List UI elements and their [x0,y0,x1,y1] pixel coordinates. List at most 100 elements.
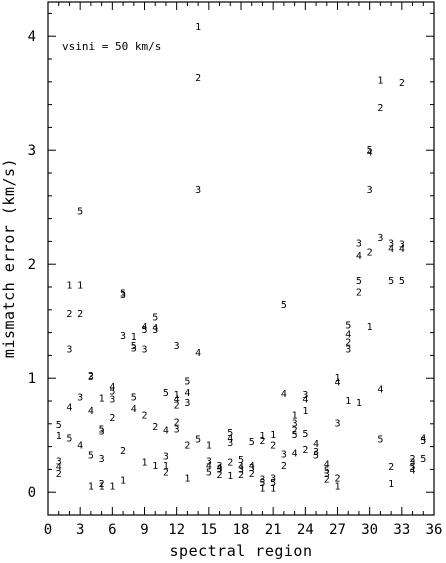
data-point-128: 1 [334,481,340,492]
data-point-143: 1 [367,322,373,333]
data-point-118: 3 [313,447,319,458]
data-point-92: 5 [249,437,255,448]
data-point-133: 1 [345,396,351,407]
data-point-141: 3 [367,185,373,196]
data-point-26: 4 [109,382,115,393]
x-tick-label: 18 [233,522,250,538]
data-point-24: 2 [99,479,105,490]
data-point-81: 4 [227,433,233,444]
data-point-27: 5 [109,387,115,398]
data-point-70: 4 [195,348,201,359]
data-point-72: 1 [206,440,212,451]
x-axis-title: spectral region [170,542,313,560]
data-point-43: 3 [141,345,147,356]
data-point-86: 4 [238,462,244,473]
x-tick-label: 12 [168,522,185,538]
x-tick-label: 36 [426,522,443,538]
data-point-25: 1 [99,481,105,492]
data-point-112: 3 [302,390,308,401]
data-point-33: 3 [120,331,126,342]
data-point-10: 5 [77,207,83,218]
data-point-19: 1 [88,481,94,492]
data-point-68: 2 [195,73,201,84]
data-point-157: 5 [399,276,405,287]
data-point-34: 2 [120,446,126,457]
data-point-99: 2 [270,440,276,451]
data-point-31: 5 [120,289,126,300]
x-tick-label: 6 [108,522,116,538]
data-point-158: 2 [410,454,416,465]
y-axis-title: mismatch error (km/s) [0,158,18,358]
data-point-23: 3 [99,454,105,465]
data-point-90: 3 [249,463,255,474]
data-point-114: 1 [302,406,308,417]
data-point-119: 5 [313,451,319,462]
data-point-102: 1 [270,484,276,495]
data-point-65: 2 [184,440,190,451]
data-point-7: 3 [66,345,72,356]
data-point-77: 4 [217,463,223,474]
data-point-2: 3 [56,456,62,467]
data-point-110: 5 [292,430,298,441]
x-tick-label: 21 [265,522,282,538]
data-point-0: 5 [56,420,62,431]
data-point-28: 3 [109,395,115,406]
data-point-127: 2 [334,473,340,484]
data-point-21: 5 [99,424,105,435]
data-point-48: 3 [152,325,158,336]
data-point-38: 3 [131,343,137,354]
y-tick-label: 4 [28,29,36,45]
x-tick-label: 30 [361,522,378,538]
data-point-130: 4 [345,330,351,341]
data-point-3: 4 [56,462,62,473]
data-point-120: 4 [324,460,330,471]
x-tick-label: 9 [140,522,148,538]
data-point-161: 4 [410,465,416,476]
data-point-95: 3 [259,475,265,486]
data-point-89: 4 [249,461,255,472]
data-point-30: 1 [109,481,115,492]
data-point-117: 4 [313,439,319,450]
data-point-62: 5 [184,376,190,387]
data-point-82: 3 [227,438,233,449]
y-tick-label: 3 [28,143,36,159]
data-point-115: 5 [302,429,308,440]
data-point-121: 5 [324,465,330,476]
data-point-39: 5 [131,392,137,403]
data-point-69: 3 [195,185,201,196]
data-point-52: 4 [163,426,169,437]
data-point-74: 4 [206,461,212,472]
data-point-50: 1 [152,461,158,472]
data-point-42: 5 [141,325,147,336]
data-point-155: 3 [399,240,405,251]
data-point-22: 3 [99,427,105,438]
data-point-71: 5 [195,435,201,446]
data-point-145: 2 [377,103,383,114]
data-point-146: 3 [377,233,383,244]
data-point-80: 5 [227,428,233,439]
data-point-75: 5 [206,468,212,479]
data-point-15: 2 [88,371,94,382]
data-point-9: 5 [66,433,72,444]
data-point-122: 3 [324,469,330,480]
data-point-88: 2 [238,470,244,481]
data-point-59: 2 [174,400,180,411]
data-point-76: 3 [217,461,223,472]
data-point-140: 4 [367,147,373,158]
data-point-132: 3 [345,345,351,356]
data-point-124: 1 [334,373,340,384]
data-point-79: 2 [217,470,223,481]
data-point-138: 1 [356,398,362,409]
data-point-152: 2 [388,462,394,473]
data-point-37: 5 [131,341,137,352]
data-point-129: 5 [345,321,351,332]
data-point-94: 2 [259,436,265,447]
data-point-111: 4 [292,448,298,459]
data-point-13: 3 [77,392,83,403]
data-point-108: 3 [292,419,298,430]
data-point-11: 1 [77,281,83,292]
x-tick-label: 24 [297,522,314,538]
x-tick-label: 27 [329,522,346,538]
data-point-16: 3 [88,372,94,383]
